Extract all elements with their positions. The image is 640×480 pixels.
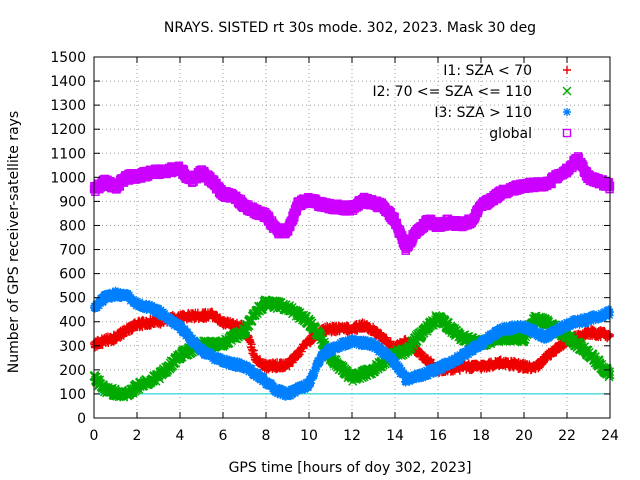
- data-point: [312, 364, 321, 373]
- series-i3-sza-110: [90, 286, 614, 401]
- data-point: [307, 376, 316, 385]
- data-points: [89, 152, 615, 402]
- data-point: [99, 297, 108, 306]
- data-point: [316, 357, 325, 366]
- chart-title: NRAYS. SISTED rt 30s mode. 302, 2023. Ma…: [164, 20, 536, 36]
- data-point: [312, 362, 321, 371]
- data-point: [490, 332, 499, 341]
- data-point: [392, 358, 401, 367]
- data-point: [248, 364, 257, 373]
- data-point: [254, 370, 263, 379]
- data-point: [306, 379, 315, 388]
- data-point: [492, 332, 501, 341]
- data-point: [456, 356, 465, 365]
- grid: [94, 57, 610, 418]
- data-point: [479, 340, 488, 349]
- data-point: [430, 369, 439, 378]
- series-global: [89, 152, 615, 255]
